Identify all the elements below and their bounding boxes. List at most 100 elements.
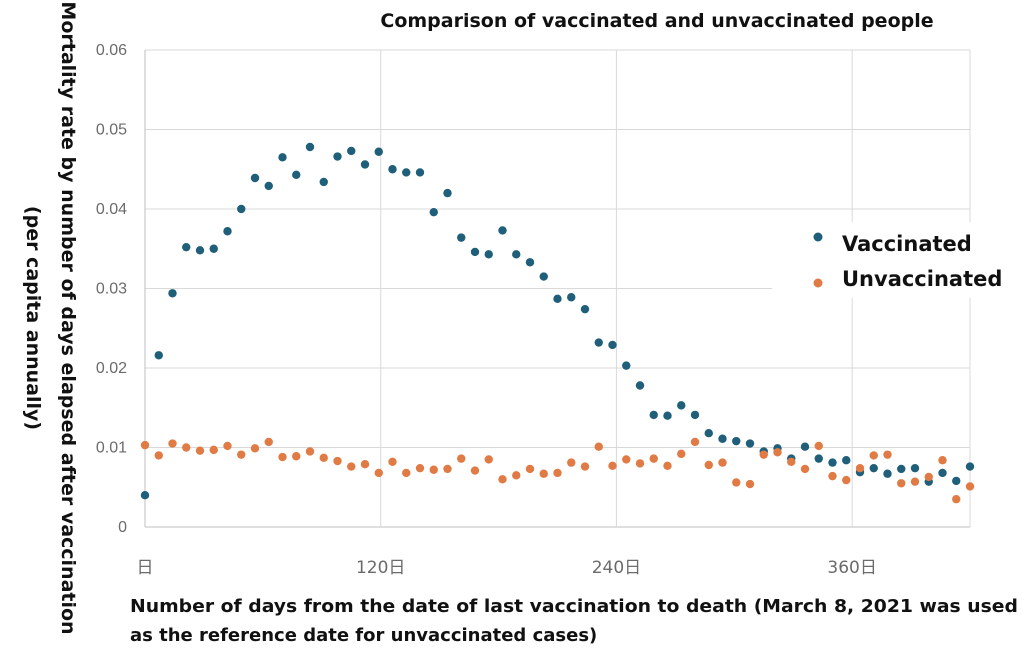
data-point-vaccinated bbox=[553, 294, 562, 304]
data-point-unvaccinated bbox=[347, 462, 356, 471]
y-axis-ticks: 0 0.01 0.02 0.03 0.04 0.05 0.06 bbox=[96, 42, 127, 536]
data-point-unvaccinated bbox=[182, 443, 191, 452]
data-series bbox=[140, 142, 975, 504]
data-point-unvaccinated bbox=[594, 442, 603, 451]
data-point-unvaccinated bbox=[319, 453, 328, 463]
data-point-unvaccinated bbox=[622, 455, 631, 464]
y-axis-label-line1: Mortality rate by number of days elapsed… bbox=[57, 1, 79, 634]
data-point-vaccinated bbox=[732, 436, 741, 446]
series-vaccinated bbox=[140, 142, 975, 500]
data-point-vaccinated bbox=[388, 165, 397, 174]
data-point-vaccinated bbox=[745, 439, 755, 448]
data-point-unvaccinated bbox=[965, 482, 975, 491]
data-point-vaccinated bbox=[869, 463, 878, 473]
y-axis-label-line2: (per capita annually) bbox=[22, 206, 44, 430]
data-point-unvaccinated bbox=[635, 459, 645, 468]
data-point-unvaccinated bbox=[305, 447, 315, 456]
data-point-vaccinated bbox=[910, 463, 920, 473]
x-axis-ticks: 日 120日 240日 360日 bbox=[137, 558, 877, 578]
data-point-unvaccinated bbox=[910, 477, 920, 486]
data-point-vaccinated bbox=[168, 289, 177, 298]
data-point-unvaccinated bbox=[773, 448, 782, 457]
data-point-vaccinated bbox=[938, 468, 947, 478]
data-point-unvaccinated bbox=[952, 494, 961, 504]
data-point-unvaccinated bbox=[897, 479, 906, 488]
legend-marker-vaccinated bbox=[813, 232, 823, 242]
data-point-vaccinated bbox=[402, 168, 411, 177]
data-point-vaccinated bbox=[828, 458, 837, 467]
data-point-unvaccinated bbox=[553, 468, 562, 478]
data-point-unvaccinated bbox=[415, 463, 425, 473]
data-point-unvaccinated bbox=[470, 466, 480, 475]
data-point-unvaccinated bbox=[525, 464, 535, 474]
data-point-unvaccinated bbox=[663, 461, 672, 470]
data-point-vaccinated bbox=[567, 293, 576, 302]
data-point-unvaccinated bbox=[704, 460, 713, 470]
data-point-vaccinated bbox=[457, 233, 466, 242]
data-point-unvaccinated bbox=[732, 478, 741, 487]
data-point-unvaccinated bbox=[223, 441, 232, 451]
legend: Vaccinated Unvaccinated bbox=[772, 222, 1012, 298]
data-point-vaccinated bbox=[319, 177, 328, 187]
data-point-vaccinated bbox=[250, 173, 260, 183]
data-point-vaccinated bbox=[622, 361, 631, 370]
data-point-vaccinated bbox=[814, 454, 823, 463]
data-point-unvaccinated bbox=[787, 457, 796, 467]
data-point-unvaccinated bbox=[402, 468, 411, 478]
data-point-unvaccinated bbox=[814, 441, 823, 451]
data-point-vaccinated bbox=[374, 147, 383, 156]
data-point-vaccinated bbox=[415, 168, 425, 177]
x-tick-label: 240日 bbox=[592, 558, 641, 578]
y-axis-label: Mortality rate by number of days elapsed… bbox=[57, 1, 79, 634]
data-point-vaccinated bbox=[429, 207, 438, 217]
data-point-vaccinated bbox=[663, 411, 672, 420]
data-point-vaccinated bbox=[305, 142, 315, 152]
data-point-unvaccinated bbox=[608, 461, 617, 470]
y-tick-label: 0.01 bbox=[96, 440, 127, 457]
data-point-vaccinated bbox=[525, 258, 535, 267]
y-tick-label: 0.04 bbox=[96, 201, 127, 218]
data-point-vaccinated bbox=[264, 181, 273, 191]
data-point-vaccinated bbox=[443, 188, 452, 198]
data-point-vaccinated bbox=[718, 434, 727, 443]
y-tick-label: 0.05 bbox=[96, 122, 127, 139]
data-point-vaccinated bbox=[292, 170, 301, 180]
data-point-unvaccinated bbox=[690, 437, 700, 447]
data-point-unvaccinated bbox=[855, 463, 865, 473]
data-point-vaccinated bbox=[883, 469, 892, 478]
data-point-vaccinated bbox=[154, 351, 163, 360]
data-point-vaccinated bbox=[209, 244, 218, 253]
data-point-vaccinated bbox=[842, 456, 851, 465]
data-point-vaccinated bbox=[278, 153, 287, 162]
data-point-vaccinated bbox=[580, 304, 590, 314]
legend-label-vaccinated: Vaccinated bbox=[842, 232, 972, 256]
data-point-vaccinated bbox=[512, 250, 521, 259]
x-tick-label: 日 bbox=[137, 558, 154, 578]
y-tick-label: 0.06 bbox=[96, 42, 127, 59]
data-point-vaccinated bbox=[608, 340, 617, 350]
data-point-vaccinated bbox=[347, 146, 356, 156]
data-point-vaccinated bbox=[594, 338, 603, 347]
data-point-unvaccinated bbox=[195, 446, 205, 455]
x-tick-label: 120日 bbox=[356, 558, 405, 578]
data-point-vaccinated bbox=[897, 464, 906, 474]
data-point-unvaccinated bbox=[745, 479, 755, 489]
data-point-unvaccinated bbox=[374, 468, 383, 478]
data-point-vaccinated bbox=[690, 410, 700, 420]
data-point-unvaccinated bbox=[237, 450, 246, 459]
data-point-vaccinated bbox=[677, 401, 686, 410]
legend-marker-unvaccinated bbox=[813, 278, 823, 288]
x-axis-label-line1: Number of days from the date of last vac… bbox=[130, 596, 1018, 617]
data-point-unvaccinated bbox=[484, 455, 493, 464]
data-point-vaccinated bbox=[539, 272, 548, 281]
data-point-unvaccinated bbox=[842, 475, 851, 485]
chart-title: Comparison of vaccinated and unvaccinate… bbox=[380, 10, 933, 32]
data-point-unvaccinated bbox=[333, 456, 342, 466]
data-point-vaccinated bbox=[704, 428, 713, 438]
x-tick-label: 360日 bbox=[827, 558, 876, 578]
data-point-vaccinated bbox=[223, 227, 232, 236]
data-point-unvaccinated bbox=[154, 451, 163, 460]
y-tick-label: 0.03 bbox=[96, 281, 127, 298]
data-point-vaccinated bbox=[965, 462, 975, 471]
